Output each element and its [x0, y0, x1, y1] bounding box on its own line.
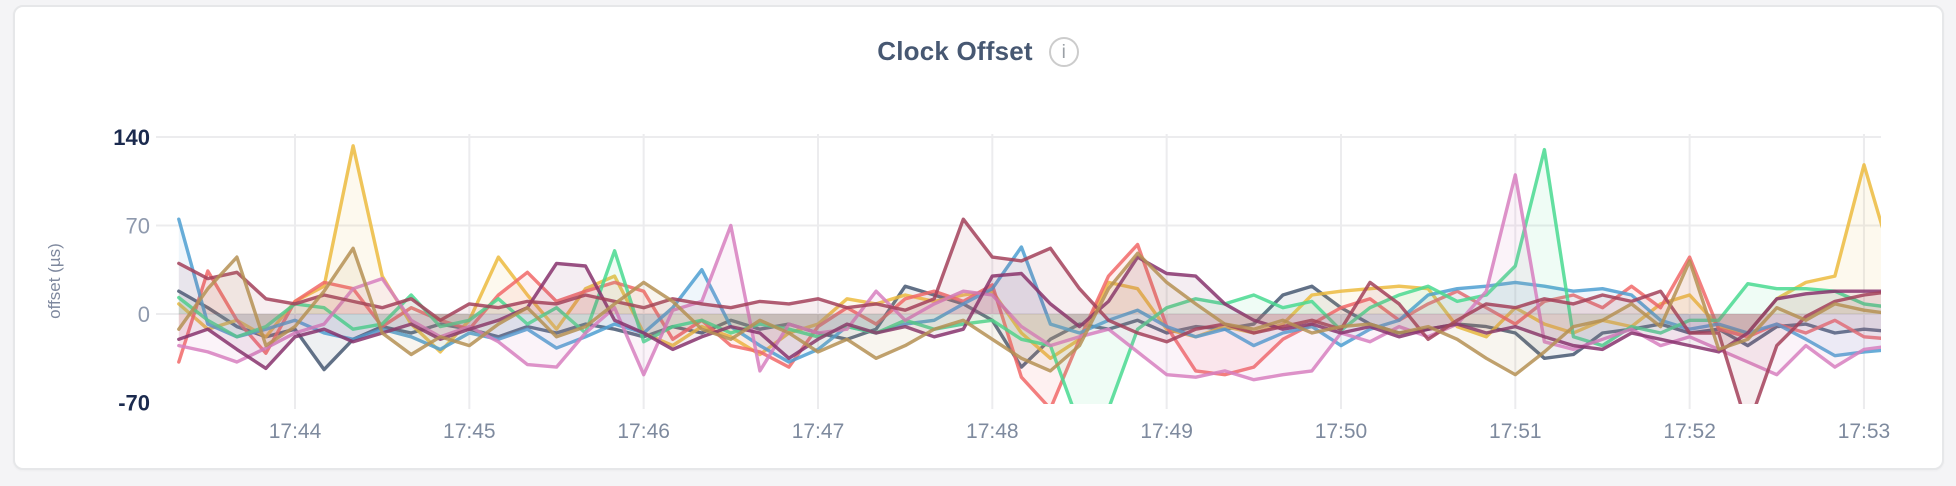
- chart-header: Clock Offset i: [0, 36, 1956, 67]
- series-area-1: [178, 286, 1881, 370]
- y-axis-title: offset (µs): [45, 243, 64, 319]
- info-icon[interactable]: i: [1048, 36, 1079, 67]
- series-line-5: [177, 147, 1881, 404]
- y-tick-label: -70: [118, 391, 150, 416]
- series-line-9: [177, 246, 1881, 377]
- chart-title: Clock Offset: [877, 36, 1033, 66]
- series-area-4: [178, 219, 1881, 362]
- x-tick-label: 17:49: [1140, 420, 1193, 443]
- series-line-6: [177, 173, 1881, 382]
- x-tick-label: 17:45: [443, 420, 496, 443]
- series-area-8: [178, 219, 1881, 404]
- x-tick-label: 17:47: [792, 420, 845, 443]
- series-line-7: [177, 255, 1881, 371]
- x-tick-label: 17:52: [1663, 420, 1716, 443]
- series-line-2: [177, 144, 1881, 360]
- series-area-9: [178, 248, 1881, 375]
- series-area-2: [178, 145, 1881, 359]
- x-tick-label: 17:50: [1315, 420, 1368, 443]
- y-tick-label: 70: [126, 213, 150, 238]
- x-tick-label: 17:44: [269, 420, 322, 443]
- x-tick-label: 17:46: [617, 420, 670, 443]
- series-area-5: [178, 149, 1881, 404]
- series-line-4: [177, 217, 1881, 364]
- x-tick-label: 17:51: [1489, 420, 1542, 443]
- x-tick-label: 17:53: [1838, 420, 1891, 443]
- series-area-7: [178, 257, 1881, 369]
- series-area-3: [178, 244, 1881, 404]
- y-tick-label: 140: [113, 125, 150, 150]
- x-tick-label: 17:48: [966, 420, 1019, 443]
- series-line-8: [177, 217, 1881, 404]
- y-tick-label: 0: [138, 302, 150, 327]
